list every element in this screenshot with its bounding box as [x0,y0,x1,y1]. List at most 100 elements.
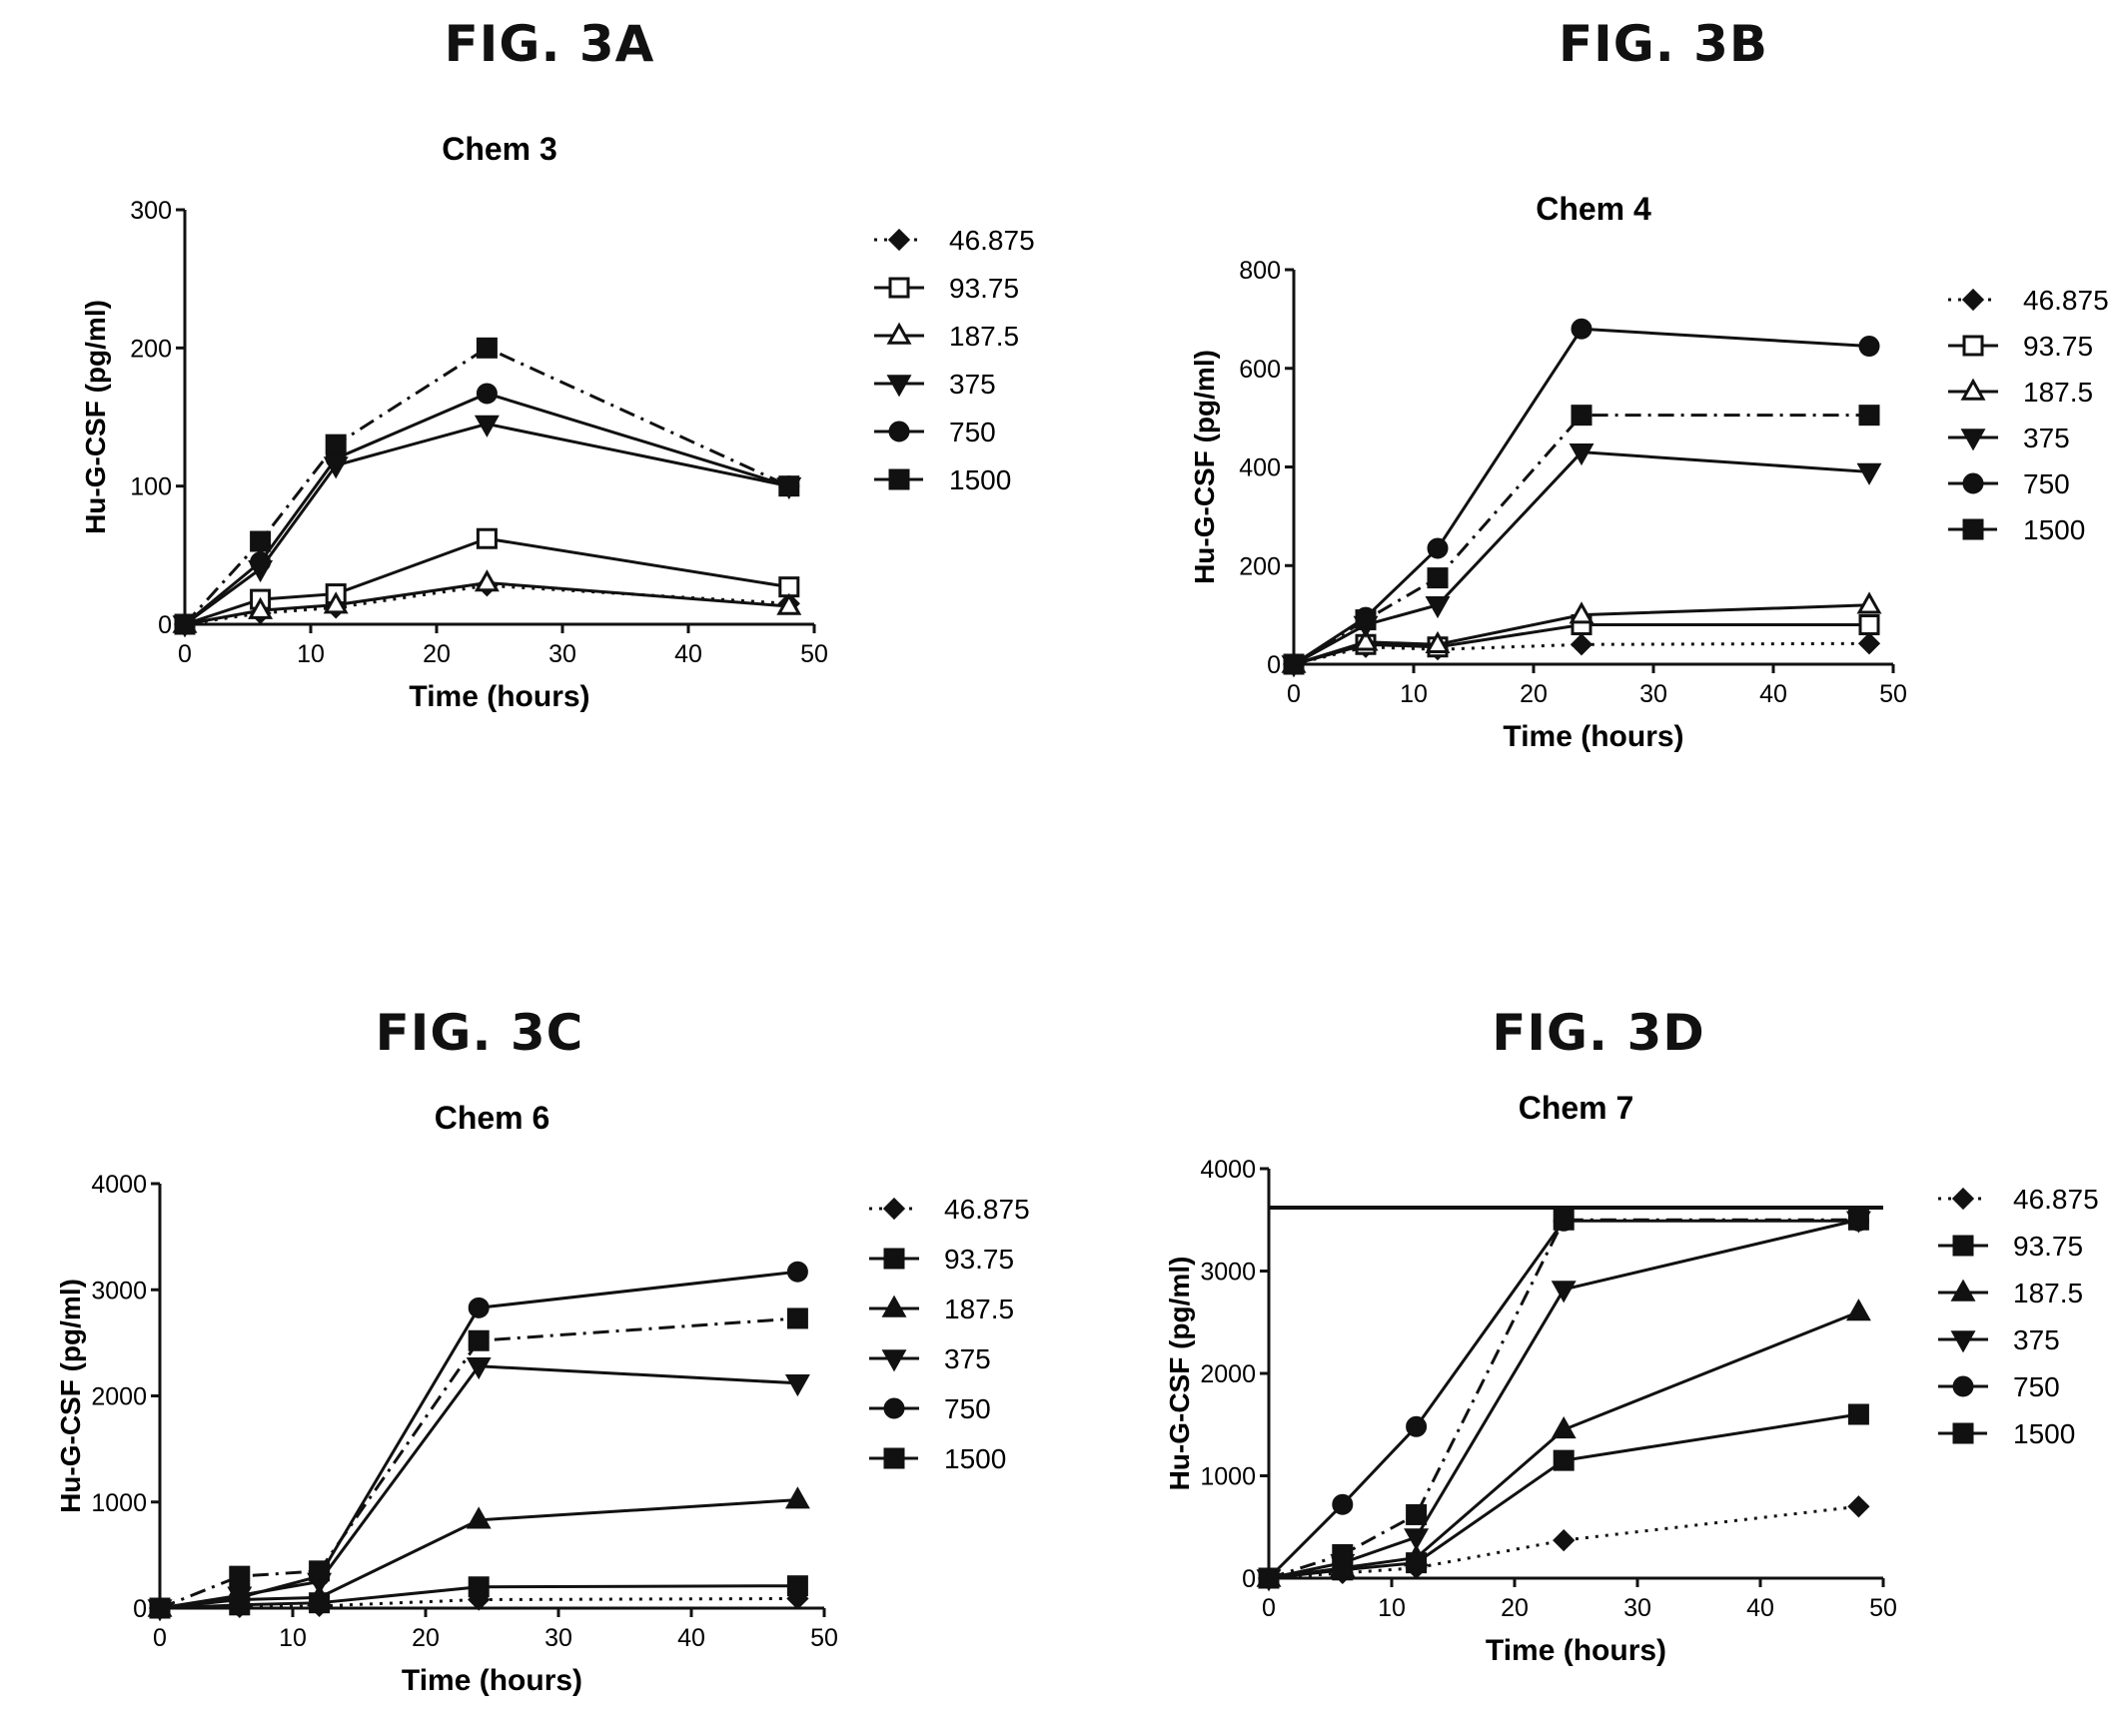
legend-label: 93.75 [944,1244,1014,1275]
legend-marker [883,1447,905,1469]
data-point [1353,628,1379,651]
legend-label: 750 [2013,1371,2060,1402]
y-axis-label: Hu-G-CSF (pg/ml) [55,1279,86,1513]
series-line [1267,1219,1859,1580]
data-point [466,1357,492,1380]
legend-marker [1962,518,1984,540]
legend-label: 375 [949,369,996,400]
y-tick-label: 0 [133,1595,147,1623]
chart-title: Chem 4 [1536,191,1651,227]
y-tick-label: 400 [1239,454,1281,482]
data-point [474,569,500,592]
legend-marker [888,277,910,299]
legend-label: 46.875 [949,225,1035,256]
legend-marker [881,1349,907,1372]
data-point [1332,1543,1354,1565]
data-point [1570,633,1593,656]
series-line [1268,1218,1859,1580]
chart-chem-6: Chem 6 0 1000 2000 3000 4000 0 10 20 30 40 50 Time (… [55,1100,1030,1697]
data-point [468,1329,490,1351]
legend-label: 1500 [949,464,1011,495]
chart-title: Chem 3 [442,131,557,167]
legend-marker [1950,1279,1976,1302]
series-line [1268,1218,1859,1580]
data-point [174,613,196,635]
data-point [250,551,272,573]
data-point [1571,405,1592,427]
data-point [229,1565,251,1587]
data-point [1858,405,1880,427]
data-point [468,1576,490,1598]
legend-marker [882,1197,906,1221]
y-tick-label: 4000 [1200,1156,1256,1184]
legend-marker [1952,1235,1974,1257]
data-point [323,591,349,614]
x-tick-label: 50 [810,1624,838,1652]
data-point [1569,601,1594,624]
legend-marker [887,228,911,252]
y-tick-label: 4000 [91,1171,147,1199]
data-point [476,337,498,359]
legend-label: 375 [2023,423,2070,453]
legend-label: 1500 [2023,514,2085,545]
legend-marker [1952,1422,1974,1444]
legend-marker [1960,378,1986,401]
y-tick-label: 600 [1239,356,1281,384]
data-point [784,1486,810,1509]
data-point [1551,1415,1577,1439]
series-187.5 [1281,591,1882,673]
legend-label: 93.75 [2023,331,2093,362]
x-tick-label: 20 [412,1624,440,1652]
data-point [307,1583,333,1607]
legend-marker [1960,429,1986,451]
data-point [229,1586,251,1608]
data-point [776,592,802,615]
data-point [468,1297,490,1318]
data-point [476,527,498,549]
data-point [250,530,272,552]
data-point [1551,1281,1577,1303]
data-point [325,434,347,455]
x-tick-label: 10 [279,1624,307,1652]
legend-label: 1500 [2013,1418,2075,1449]
data-point [1856,462,1882,485]
data-point [784,1374,810,1397]
data-point [786,1307,808,1329]
data-point [1427,567,1449,589]
legend-marker [888,468,910,490]
data-point [1425,630,1451,653]
x-tick-label: 30 [1639,680,1667,708]
y-tick-label: 0 [1242,1565,1256,1593]
x-axis-label: Time (hours) [1503,720,1683,753]
x-tick-label: 0 [178,640,192,668]
x-tick-label: 50 [1869,1594,1897,1622]
legend-label: 187.5 [2023,377,2093,408]
fig-3c-label: FIG. 3C [375,1004,584,1062]
legend-label: 375 [2013,1324,2060,1355]
series-750 [149,1261,808,1619]
data-point [1571,318,1592,340]
x-tick-label: 0 [153,1624,167,1652]
chart-title: Chem 6 [435,1100,550,1136]
legend-marker [1951,1187,1975,1211]
data-point [1856,591,1882,614]
data-point [149,1597,171,1619]
data-point [1553,1449,1575,1471]
data-point [1845,1299,1871,1321]
legend-marker [1962,335,1984,357]
data-point [1406,1503,1428,1525]
legend-marker [881,1295,907,1317]
x-tick-label: 30 [544,1624,572,1652]
data-point [778,475,800,497]
data-point [476,383,498,405]
data-point [248,596,274,619]
series-line [159,1364,798,1610]
legend-label: 46.875 [2023,285,2109,316]
x-axis-label: Time (hours) [402,1664,582,1697]
y-tick-label: 200 [130,335,172,363]
data-point [1283,653,1305,675]
x-axis-label: Time (hours) [1486,1634,1666,1667]
x-tick-label: 50 [800,640,828,668]
chart-chem-4: Chem 4 0 200 400 600 800 0 10 20 30 40 50 Time (hour… [1189,191,2109,753]
legend-label: 375 [944,1343,991,1374]
